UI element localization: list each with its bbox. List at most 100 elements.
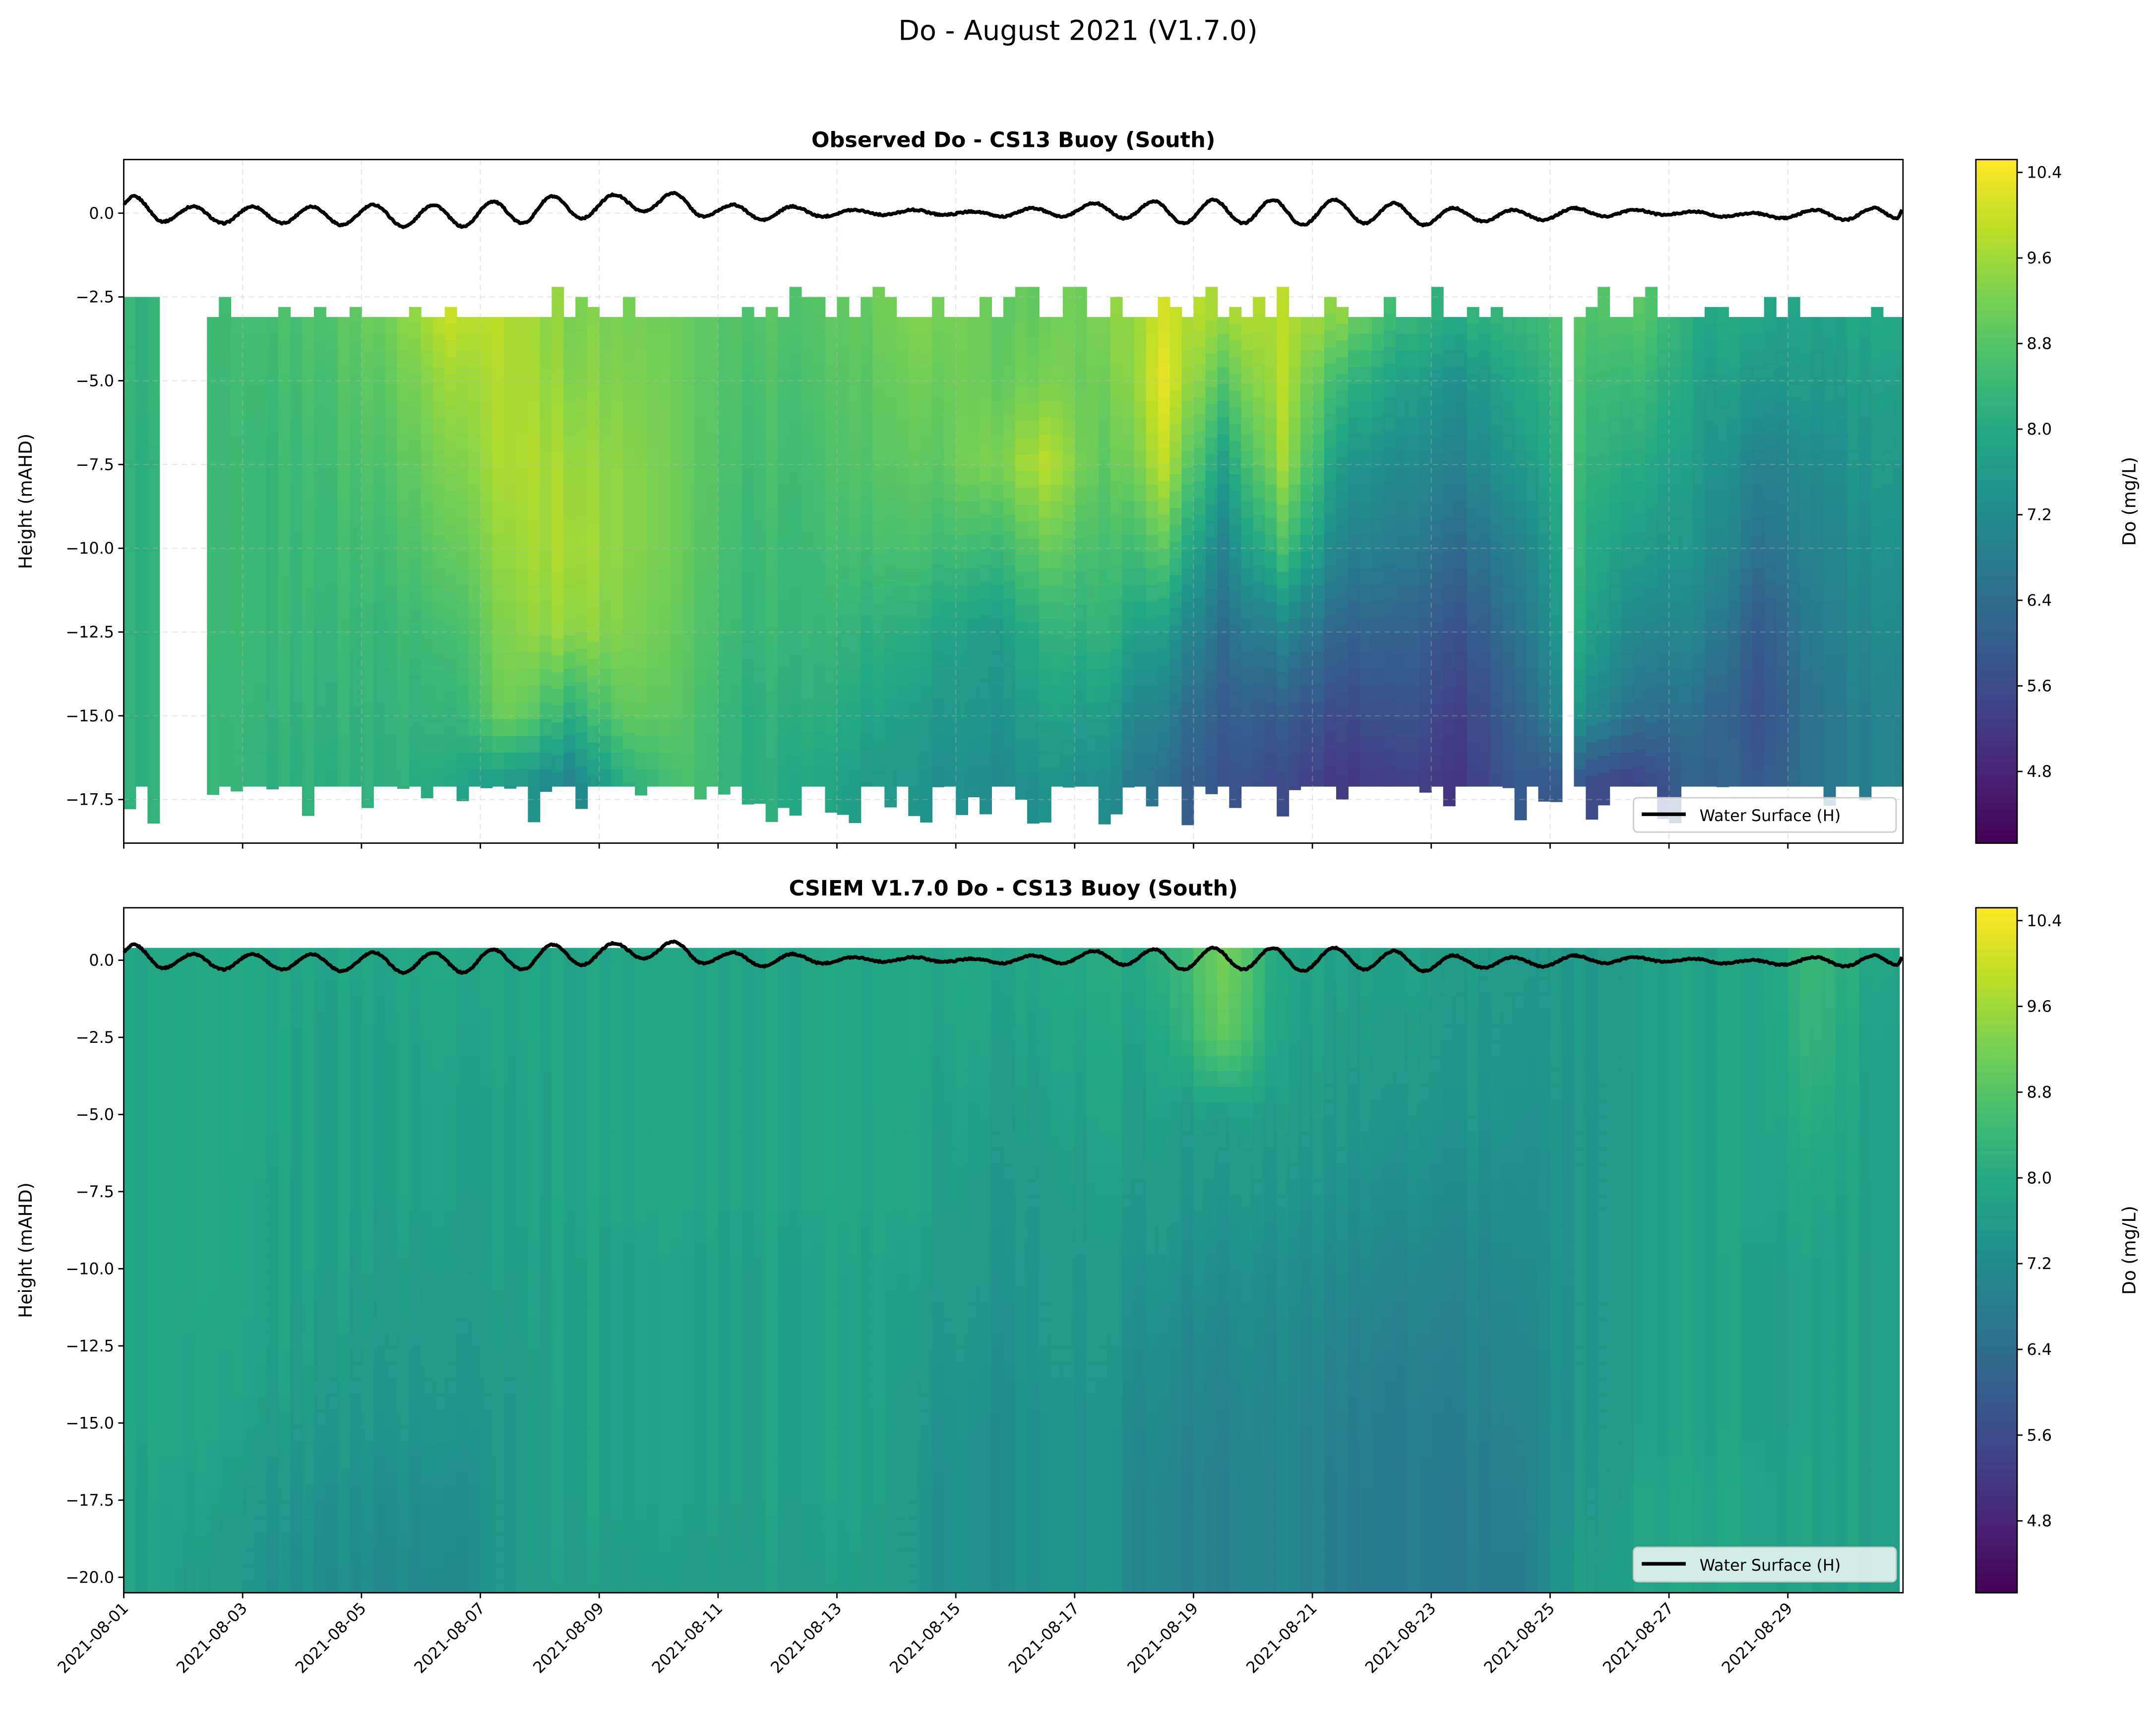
heatmap-cell bbox=[1645, 371, 1658, 388]
heatmap-cell bbox=[1657, 484, 1670, 502]
heatmap-cell bbox=[1205, 320, 1218, 338]
heatmap-cell bbox=[1217, 753, 1230, 770]
heatmap-cell bbox=[682, 551, 695, 569]
heatmap-cell bbox=[575, 397, 588, 415]
heatmap-cell bbox=[254, 1549, 267, 1566]
heatmap-cell bbox=[219, 314, 232, 331]
heatmap-cell bbox=[540, 786, 553, 792]
heatmap-cell bbox=[694, 451, 707, 468]
heatmap-cell bbox=[219, 347, 232, 365]
heatmap-cell bbox=[1586, 608, 1599, 626]
heatmap-cell bbox=[730, 602, 742, 619]
heatmap-cell bbox=[563, 719, 576, 737]
heatmap-cell bbox=[373, 551, 386, 569]
heatmap-cell bbox=[1895, 753, 1904, 770]
heatmap-cell bbox=[1752, 602, 1765, 619]
heatmap-cell bbox=[658, 468, 671, 485]
heatmap-cell bbox=[397, 484, 410, 502]
heatmap-cell bbox=[1871, 457, 1884, 475]
heatmap-cell bbox=[1787, 531, 1800, 549]
colorbar-segment bbox=[1975, 556, 2017, 564]
heatmap-cell bbox=[1443, 518, 1456, 536]
heatmap-cell bbox=[1609, 568, 1622, 586]
heatmap-cell bbox=[813, 397, 826, 415]
heatmap-cell bbox=[468, 434, 481, 452]
heatmap-cell bbox=[1574, 753, 1587, 770]
heatmap-cell bbox=[171, 1580, 184, 1594]
heatmap-cell bbox=[741, 424, 754, 442]
heatmap-cell bbox=[528, 417, 541, 435]
heatmap-cell bbox=[1859, 686, 1872, 703]
heatmap-cell bbox=[813, 481, 826, 499]
heatmap-cell bbox=[135, 381, 148, 398]
heatmap-cell bbox=[1776, 367, 1788, 385]
heatmap-cell bbox=[528, 652, 541, 670]
heatmap-cell bbox=[266, 468, 279, 485]
heatmap-cell bbox=[1467, 759, 1479, 777]
heatmap-cell bbox=[1645, 588, 1658, 606]
heatmap-cell bbox=[813, 749, 826, 767]
heatmap-cell bbox=[1787, 297, 1800, 315]
heatmap-cell bbox=[730, 551, 742, 569]
heatmap-cell bbox=[575, 481, 588, 499]
heatmap-cell bbox=[385, 635, 398, 653]
heatmap-cell bbox=[1336, 642, 1349, 659]
heatmap-cell bbox=[123, 648, 136, 666]
heatmap-cell bbox=[1740, 535, 1753, 552]
heatmap-cell bbox=[813, 766, 826, 783]
heatmap-cell bbox=[647, 400, 659, 418]
heatmap-cell bbox=[1039, 333, 1051, 351]
heatmap-cell bbox=[432, 551, 445, 569]
heatmap-cell bbox=[730, 635, 742, 653]
heatmap-cell bbox=[718, 736, 731, 754]
heatmap-cell bbox=[670, 769, 683, 787]
heatmap-cell bbox=[147, 1210, 160, 1226]
heatmap-cell bbox=[432, 350, 445, 368]
heatmap-cell bbox=[456, 736, 469, 754]
heatmap-cell bbox=[813, 514, 826, 532]
heatmap-cell bbox=[1383, 598, 1396, 616]
heatmap-cell bbox=[908, 384, 921, 401]
heatmap-cell bbox=[207, 317, 220, 334]
heatmap-cell bbox=[1289, 585, 1301, 603]
heatmap-cell bbox=[1015, 572, 1028, 589]
heatmap-cell bbox=[231, 1580, 244, 1594]
heatmap-cell bbox=[1027, 772, 1040, 790]
heatmap-cell bbox=[147, 1163, 160, 1180]
heatmap-cell bbox=[849, 367, 862, 385]
heatmap-cell bbox=[1277, 371, 1290, 388]
heatmap-cell bbox=[1538, 333, 1551, 351]
heatmap-cell bbox=[753, 786, 766, 804]
heatmap-cell bbox=[765, 541, 778, 559]
heatmap-cell bbox=[1146, 568, 1159, 586]
heatmap-cell bbox=[1146, 535, 1159, 552]
heatmap-cell bbox=[1455, 535, 1468, 552]
heatmap-cell bbox=[1633, 548, 1646, 566]
heatmap-cell bbox=[1799, 635, 1812, 653]
heatmap-cell bbox=[504, 686, 517, 703]
heatmap-cell bbox=[1811, 736, 1824, 754]
heatmap-cell bbox=[361, 350, 374, 368]
heatmap-cell bbox=[861, 749, 873, 767]
heatmap-cell bbox=[1265, 602, 1278, 619]
heatmap-cell bbox=[575, 531, 588, 549]
heatmap-cell bbox=[623, 381, 636, 398]
heatmap-cell bbox=[884, 364, 897, 382]
heatmap-cell bbox=[243, 400, 255, 418]
heatmap-cell bbox=[147, 1117, 160, 1134]
heatmap-cell bbox=[741, 524, 754, 542]
heatmap-cell bbox=[361, 317, 374, 334]
heatmap-cell bbox=[872, 538, 885, 556]
heatmap-cell bbox=[397, 753, 410, 770]
heatmap-cell bbox=[171, 1534, 184, 1550]
heatmap-cell bbox=[611, 501, 624, 519]
heatmap-cell bbox=[1217, 618, 1230, 636]
heatmap-cell bbox=[1086, 736, 1099, 754]
heatmap-cell bbox=[611, 652, 624, 670]
heatmap-cell bbox=[492, 568, 505, 586]
heatmap-cell bbox=[1110, 314, 1123, 331]
heatmap-cell bbox=[1526, 333, 1539, 351]
heatmap-cell bbox=[1277, 572, 1290, 589]
heatmap-cell bbox=[183, 1210, 196, 1226]
heatmap-cell bbox=[1538, 736, 1551, 754]
